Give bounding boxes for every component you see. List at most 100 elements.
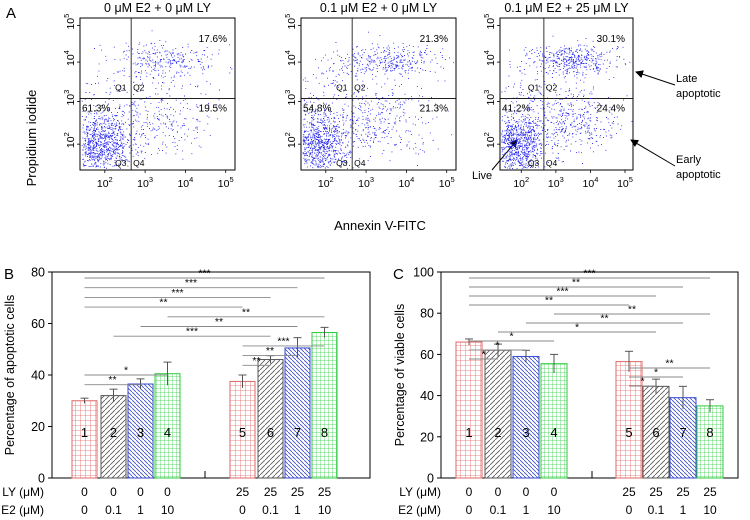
panel-letter-c: C — [393, 266, 404, 283]
bar-number-c-2: 2 — [494, 425, 501, 440]
e2-value-b-1: 0 — [81, 503, 88, 517]
flow-ytick-2-2: 103 — [283, 90, 298, 106]
sig-label-c-5: ** — [628, 304, 636, 316]
annotation-live: Live — [472, 170, 492, 182]
ly-value-b-5: 25 — [236, 485, 250, 499]
sig-label-c-1: *** — [583, 268, 595, 280]
ytick-b-60: 60 — [31, 317, 45, 331]
e2-value-b-3: 1 — [137, 503, 144, 517]
flow-ytick-1-1: 102 — [62, 132, 77, 148]
bar-number-b-2: 2 — [110, 425, 117, 440]
bar-b-4 — [154, 373, 181, 479]
flow-xtick-2-2: 103 — [358, 175, 374, 190]
bar-number-b-8: 8 — [321, 425, 328, 440]
flow-ytick-3-3: 104 — [482, 50, 497, 66]
panel-letter-a: A — [6, 5, 16, 22]
sig-label-b-9: ** — [266, 345, 274, 357]
ytick-c-100: 100 — [413, 266, 434, 280]
bar-b-7 — [284, 347, 311, 479]
bar-b-6 — [257, 359, 284, 479]
sig-label-c-4: ** — [545, 295, 553, 307]
quadrant-q1-1: Q1 — [115, 83, 127, 93]
flow-xtick-3-1: 102 — [513, 175, 529, 190]
arrow-late — [635, 70, 676, 86]
e2-value-c-6: 0.1 — [648, 503, 665, 517]
bar-number-b-4: 4 — [164, 425, 171, 440]
flow-dots-2 — [302, 31, 455, 169]
ly-value-c-1: 0 — [466, 485, 473, 499]
flow-plot-frame-2 — [300, 17, 457, 171]
bar-number-b-5: 5 — [239, 425, 246, 440]
flow-ytick-3-4: 105 — [482, 14, 497, 30]
ytick-b-80: 80 — [31, 266, 45, 280]
flow-xtick-1-4: 105 — [218, 175, 234, 190]
row-label-e2-c: E2 (μM) — [398, 503, 441, 517]
flow-ytick-2-3: 104 — [283, 50, 298, 66]
flow-ytick-2-1: 102 — [283, 132, 298, 148]
sig-label-c-13: * — [640, 376, 644, 388]
sig-label-b-1: *** — [198, 268, 210, 280]
pct-early-3: 24.4% — [597, 104, 625, 115]
sig-label-b-4: ** — [159, 297, 167, 309]
flow-plot-frame-1 — [79, 17, 236, 171]
annotation-early-2: apoptotic — [676, 169, 721, 181]
flow-plot-title-1: 0 μM E2 + 0 μM LY — [104, 1, 212, 15]
quadrant-q1-3: Q1 — [528, 83, 540, 93]
sig-label-b-2: *** — [185, 277, 197, 289]
quadrant-q3-2: Q3 — [336, 158, 348, 168]
flow-xtick-2-1: 102 — [318, 175, 334, 190]
ly-value-c-3: 0 — [523, 485, 530, 499]
annotation-late-2: apoptotic — [676, 88, 721, 100]
flow-xtick-2-3: 104 — [398, 175, 414, 190]
bar-c-8 — [696, 405, 724, 479]
ly-value-c-7: 25 — [676, 485, 690, 499]
ly-value-b-4: 0 — [164, 485, 171, 499]
sig-label-b-7: *** — [186, 326, 198, 338]
flow-ytick-2-4: 105 — [283, 14, 298, 30]
e2-value-b-7: 1 — [294, 503, 301, 517]
e2-value-c-2: 0.1 — [490, 503, 507, 517]
sig-label-b-11: * — [124, 365, 128, 377]
pct-live-1: 61.3% — [82, 104, 110, 115]
pct-late-2: 21.3% — [420, 34, 448, 45]
sig-label-b-6: ** — [215, 316, 223, 328]
bar-number-c-5: 5 — [625, 425, 632, 440]
e2-value-c-8: 10 — [703, 503, 717, 517]
sig-label-c-12: * — [654, 367, 658, 379]
flow-plot-frame-3 — [499, 17, 634, 171]
bar-number-c-3: 3 — [522, 425, 529, 440]
flow-plot-title-3: 0.1 μM E2 + 25 μM LY — [504, 1, 629, 15]
ly-value-b-2: 0 — [110, 485, 117, 499]
ly-value-c-4: 0 — [551, 485, 558, 499]
bar-number-c-7: 7 — [679, 425, 686, 440]
flow-xtick-3-3: 104 — [583, 175, 599, 190]
flow-xtick-1-1: 102 — [97, 175, 113, 190]
bar-c-6 — [642, 385, 670, 479]
bar-c-3 — [512, 355, 540, 479]
pct-live-3: 41.2% — [502, 104, 530, 115]
e2-value-c-3: 1 — [523, 503, 530, 517]
quadrant-q3-3: Q3 — [528, 158, 540, 168]
flow-cytometry-panel: Propidium iodide Annexin V-FITC Late apo… — [24, 1, 721, 233]
sig-label-c-2: ** — [572, 277, 580, 289]
e2-value-b-8: 10 — [318, 503, 332, 517]
ytick-c-80: 80 — [420, 307, 434, 321]
e2-value-b-2: 0.1 — [105, 503, 122, 517]
sig-label-b-12: ** — [108, 374, 116, 386]
pct-early-2: 21.3% — [420, 104, 448, 115]
ylabel-b: Percentage of apoptotic cells — [3, 295, 17, 456]
ytick-c-60: 60 — [420, 348, 434, 362]
ytick-c-20: 20 — [420, 430, 434, 444]
ly-value-c-5: 25 — [622, 485, 636, 499]
bar-c-2 — [484, 349, 512, 479]
e2-value-b-4: 10 — [161, 503, 175, 517]
row-label-ly-b: LY (μM) — [2, 485, 44, 499]
bar-b-3 — [127, 383, 154, 479]
ytick-c-0: 0 — [427, 472, 434, 486]
pct-late-1: 17.6% — [199, 34, 227, 45]
ly-value-b-7: 25 — [291, 485, 305, 499]
annotation-late-1: Late — [676, 73, 697, 85]
ly-value-c-6: 25 — [649, 485, 663, 499]
